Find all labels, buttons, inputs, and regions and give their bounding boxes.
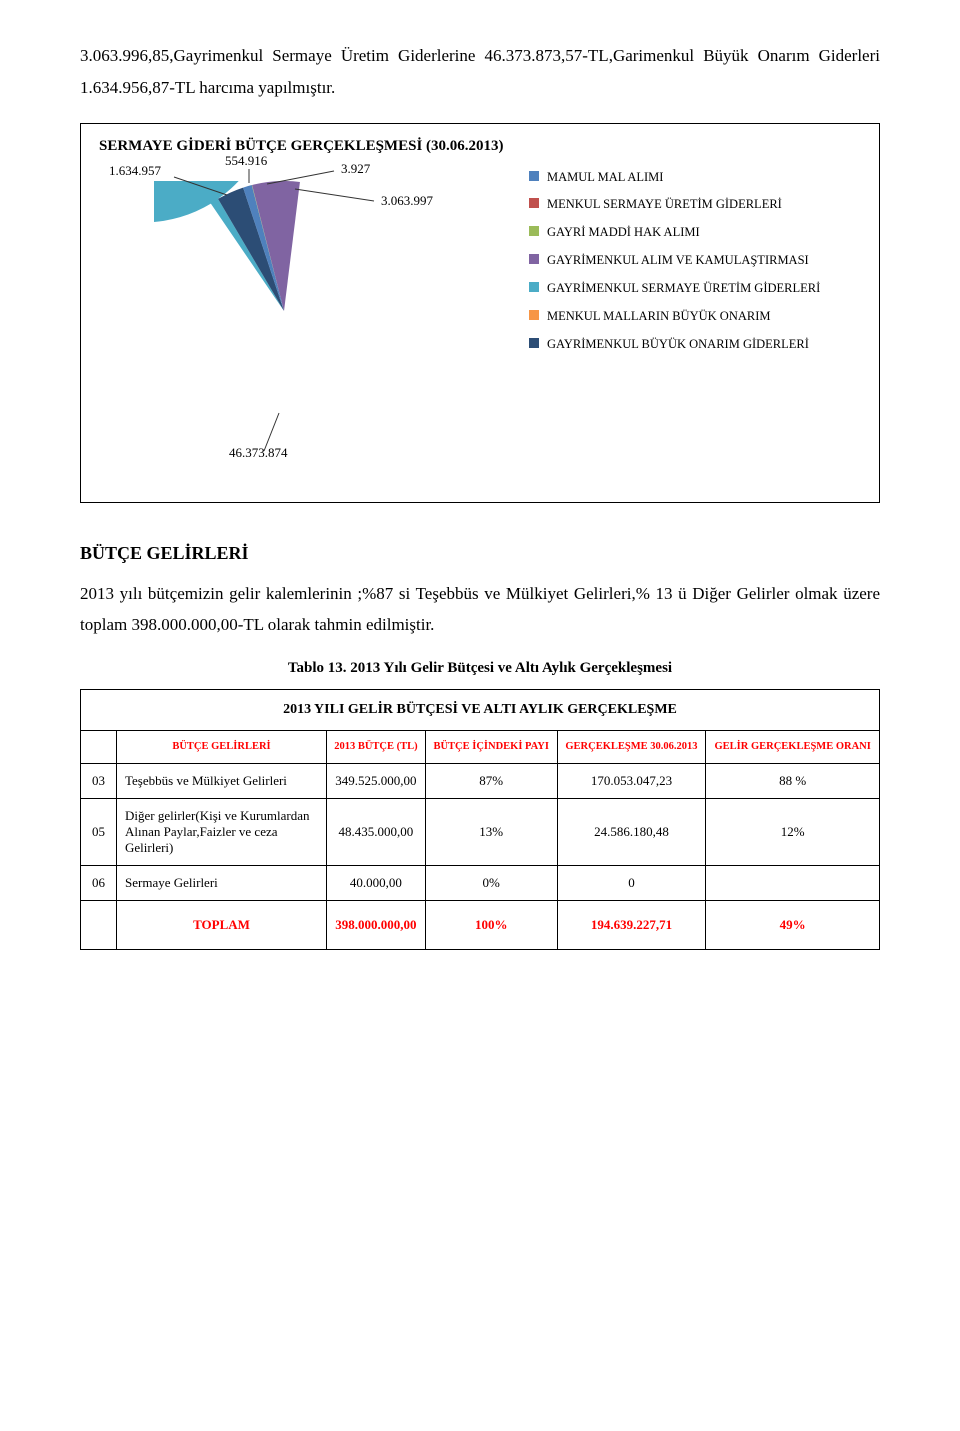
table-header: BÜTÇE İÇİNDEKİ PAYI <box>425 731 557 764</box>
pie-chart-container: SERMAYE GİDERİ BÜTÇE GERÇEKLEŞMESİ (30.0… <box>80 123 880 503</box>
table-caption: Tablo 13. 2013 Yılı Gelir Bütçesi ve Alt… <box>80 660 880 677</box>
legend-item: GAYRİMENKUL SERMAYE ÜRETİM GİDERLERİ <box>529 280 861 297</box>
cell-budget: 48.435.000,00 <box>327 799 426 866</box>
legend-label: GAYRİMENKUL ALIM VE KAMULAŞTIRMASI <box>547 252 809 269</box>
cell-label: Sermaye Gelirleri <box>117 866 327 901</box>
legend-item: GAYRİMENKUL ALIM VE KAMULAŞTIRMASI <box>529 252 861 269</box>
cell-actual: 0 <box>557 866 706 901</box>
legend-swatch <box>529 338 539 348</box>
cell-actual: 170.053.047,23 <box>557 764 706 799</box>
cell-rate: 88 % <box>706 764 880 799</box>
leader-lines <box>99 163 479 483</box>
data-label-3: 3.927 <box>341 161 370 177</box>
cell-share: 0% <box>425 866 557 901</box>
cell-code: 03 <box>81 764 117 799</box>
table-header: GELİR GERÇEKLEŞME ORANI <box>706 731 880 764</box>
legend-label: GAYRİMENKUL SERMAYE ÜRETİM GİDERLERİ <box>547 280 820 297</box>
legend-swatch <box>529 310 539 320</box>
table-header: GERÇEKLEŞME 30.06.2013 <box>557 731 706 764</box>
chart-legend: MAMUL MAL ALIMI MENKUL SERMAYE ÜRETİM Gİ… <box>479 163 861 483</box>
cell-code: 06 <box>81 866 117 901</box>
cell-total-label: TOPLAM <box>117 901 327 950</box>
legend-swatch <box>529 171 539 181</box>
cell-budget: 40.000,00 <box>327 866 426 901</box>
legend-item: GAYRİ MADDİ HAK ALIMI <box>529 224 861 241</box>
intro-paragraph: 3.063.996,85,Gayrimenkul Sermaye Üretim … <box>80 40 880 105</box>
cell-code <box>81 901 117 950</box>
legend-label: GAYRİ MADDİ HAK ALIMI <box>547 224 700 241</box>
cell-budget: 398.000.000,00 <box>327 901 426 950</box>
legend-label: MAMUL MAL ALIMI <box>547 169 663 186</box>
table-row: 05 Diğer gelirler(Kişi ve Kurumlardan Al… <box>81 799 880 866</box>
table-header: BÜTÇE GELİRLERİ <box>117 731 327 764</box>
legend-swatch <box>529 226 539 236</box>
cell-actual: 194.639.227,71 <box>557 901 706 950</box>
data-label-4: 3.063.997 <box>381 193 433 209</box>
section-body: 2013 yılı bütçemizin gelir kalemlerinin … <box>80 578 880 641</box>
table-total-row: TOPLAM 398.000.000,00 100% 194.639.227,7… <box>81 901 880 950</box>
section-heading: BÜTÇE GELİRLERİ <box>80 543 880 564</box>
table-title-cell: 2013 YILI GELİR BÜTÇESİ VE ALTI AYLIK GE… <box>81 690 880 731</box>
cell-rate <box>706 866 880 901</box>
table-title-row: 2013 YILI GELİR BÜTÇESİ VE ALTI AYLIK GE… <box>81 690 880 731</box>
legend-label: GAYRİMENKUL BÜYÜK ONARIM GİDERLERİ <box>547 336 809 353</box>
revenue-table: 2013 YILI GELİR BÜTÇESİ VE ALTI AYLIK GE… <box>80 689 880 950</box>
cell-label: Diğer gelirler(Kişi ve Kurumlardan Alına… <box>117 799 327 866</box>
table-header-empty <box>81 731 117 764</box>
legend-item: MENKUL MALLARIN BÜYÜK ONARIM <box>529 308 861 325</box>
cell-share: 87% <box>425 764 557 799</box>
cell-code: 05 <box>81 799 117 866</box>
pie-chart: 1.634.957 554.916 3.927 3.063.997 46.373… <box>99 163 479 483</box>
cell-budget: 349.525.000,00 <box>327 764 426 799</box>
legend-swatch <box>529 198 539 208</box>
data-label-5: 46.373.874 <box>229 445 288 461</box>
legend-label: MENKUL MALLARIN BÜYÜK ONARIM <box>547 308 771 325</box>
data-label-1: 1.634.957 <box>109 163 161 179</box>
cell-rate: 49% <box>706 901 880 950</box>
table-header: 2013 BÜTÇE (TL) <box>327 731 426 764</box>
legend-swatch <box>529 282 539 292</box>
legend-label: MENKUL SERMAYE ÜRETİM GİDERLERİ <box>547 196 782 213</box>
legend-item: MAMUL MAL ALIMI <box>529 169 861 186</box>
cell-share: 13% <box>425 799 557 866</box>
cell-label: Teşebbüs ve Mülkiyet Gelirleri <box>117 764 327 799</box>
chart-title: SERMAYE GİDERİ BÜTÇE GERÇEKLEŞMESİ (30.0… <box>99 138 861 155</box>
table-row: 06 Sermaye Gelirleri 40.000,00 0% 0 <box>81 866 880 901</box>
cell-actual: 24.586.180,48 <box>557 799 706 866</box>
table-row: 03 Teşebbüs ve Mülkiyet Gelirleri 349.52… <box>81 764 880 799</box>
cell-rate: 12% <box>706 799 880 866</box>
cell-share: 100% <box>425 901 557 950</box>
table-header-row: BÜTÇE GELİRLERİ 2013 BÜTÇE (TL) BÜTÇE İÇ… <box>81 731 880 764</box>
legend-item: GAYRİMENKUL BÜYÜK ONARIM GİDERLERİ <box>529 336 861 353</box>
data-label-2: 554.916 <box>225 153 267 169</box>
legend-swatch <box>529 254 539 264</box>
legend-item: MENKUL SERMAYE ÜRETİM GİDERLERİ <box>529 196 861 213</box>
